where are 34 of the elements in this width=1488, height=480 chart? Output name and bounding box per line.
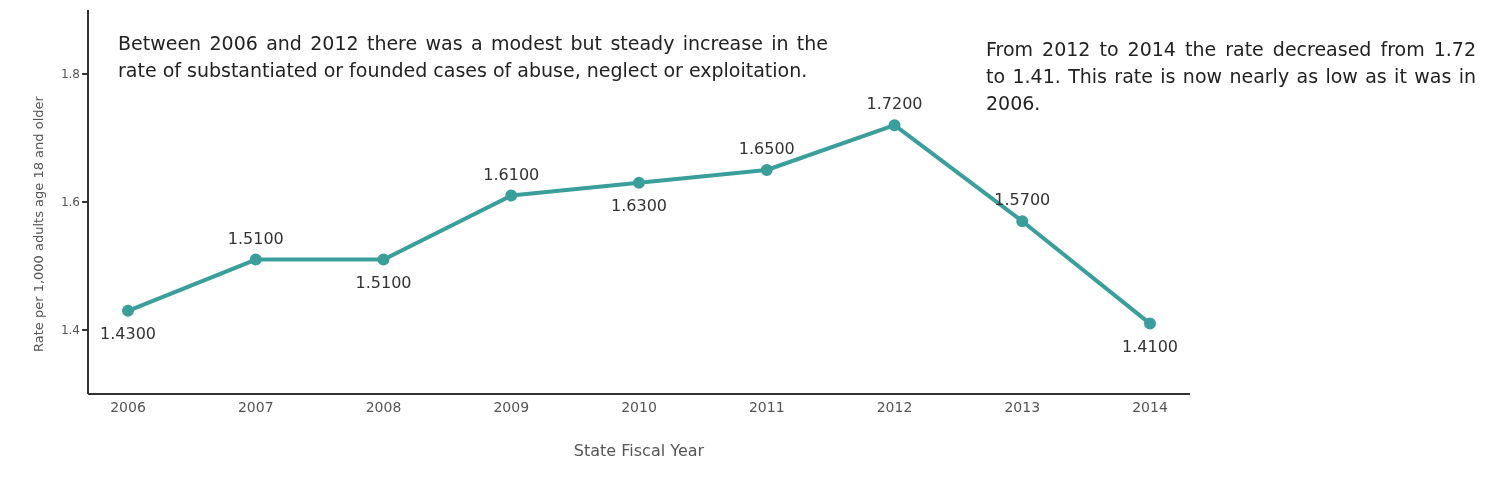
data-label: 1.5100 bbox=[355, 272, 412, 292]
x-tick-label: 2013 bbox=[1004, 398, 1041, 415]
data-label: 1.6500 bbox=[738, 139, 795, 158]
point bbox=[633, 176, 645, 189]
y-tick-label: 1.6 bbox=[60, 195, 80, 210]
x-axis-title: State Fiscal Year bbox=[573, 441, 705, 460]
y-tick-label: 1.8 bbox=[60, 67, 80, 82]
point bbox=[888, 119, 901, 132]
x-tick-label: 2009 bbox=[493, 398, 530, 415]
data-label: 1.7200 bbox=[866, 94, 923, 114]
y-tick-label: 1.4 bbox=[60, 323, 80, 338]
annotation: From 2012 to 2014 the rate decreased from 1.72 to 1.41. This rate is now nearly as low as it was in 2006. bbox=[986, 37, 1476, 116]
point bbox=[377, 253, 390, 266]
data-label: 1.4300 bbox=[100, 323, 156, 343]
data-label: 1.5700 bbox=[994, 190, 1051, 210]
point bbox=[122, 304, 134, 317]
x-tick-label: 2012 bbox=[876, 398, 913, 415]
x-tick-label: 2007 bbox=[237, 398, 274, 415]
point bbox=[505, 189, 518, 202]
x-tick-label: 2008 bbox=[365, 398, 402, 415]
data-label: 1.5100 bbox=[227, 228, 284, 248]
x-tick-label: 2011 bbox=[748, 398, 785, 415]
data-label: 1.6300 bbox=[611, 195, 667, 215]
data-label: 1.6100 bbox=[483, 164, 540, 184]
point bbox=[1144, 317, 1156, 330]
annotation: Between 2006 and 2012 there was a modest but steady increase in the rate of substantiated or founded cases of abuse, neglect or exploitation. bbox=[118, 31, 828, 83]
x-tick-label: 2006 bbox=[110, 398, 146, 415]
point bbox=[1016, 215, 1029, 228]
x-tick-label: 2010 bbox=[621, 398, 657, 415]
x-tick-label: 2014 bbox=[1132, 398, 1168, 415]
data-label: 1.4100 bbox=[1122, 336, 1178, 356]
point bbox=[760, 164, 773, 176]
point bbox=[249, 253, 262, 266]
y-axis-title: Rate per 1,000 adults age 18 and older bbox=[30, 95, 46, 352]
